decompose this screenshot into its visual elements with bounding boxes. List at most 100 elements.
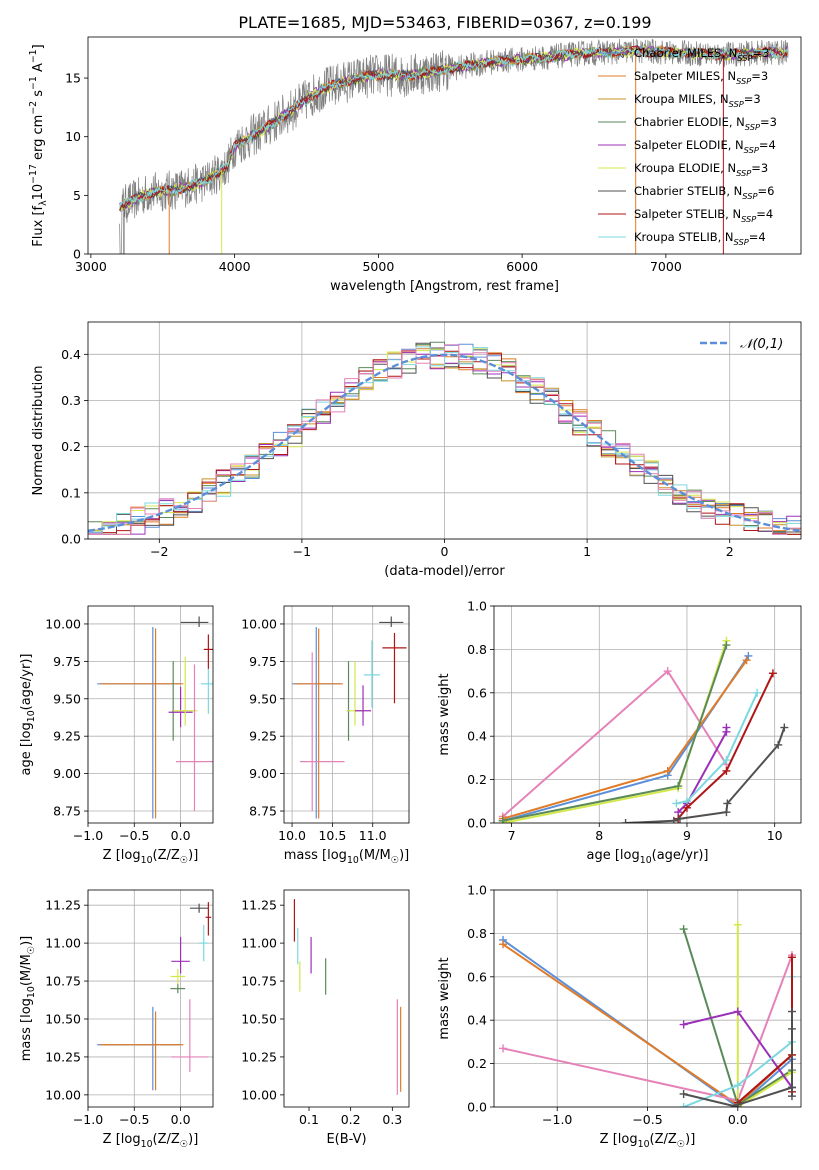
tick-label-x: 4000 <box>219 259 251 274</box>
legend-label: Chabrier STELIB, NSSP=6 <box>634 184 774 201</box>
tick-label-y: 1.0 <box>467 883 487 898</box>
plot-marks <box>498 636 789 823</box>
errorbar-point <box>168 686 193 728</box>
legend-label: Salpeter MILES, NSSP=3 <box>634 69 768 86</box>
weight-marker <box>672 799 681 808</box>
weight-marker <box>682 803 691 812</box>
weight-line <box>677 672 774 820</box>
tick-label-y: 0.2 <box>467 772 487 787</box>
normal-curve <box>88 353 801 533</box>
tick-label-y: 11.25 <box>45 898 81 913</box>
tick-label-y: 9.50 <box>53 691 81 706</box>
tick-label-y: 0 <box>73 247 81 262</box>
panel-weights_z: −1.0 −0.5 0.0 0.0 0.2 0.4 0.6 0.8 1.0 Z [log10(Z/… <box>437 883 802 1150</box>
tick-label-y: 0.8 <box>467 642 487 657</box>
tick-label-x: 0.1 <box>299 1112 319 1127</box>
weight-marker <box>722 641 731 650</box>
errorbar-point <box>171 999 209 1073</box>
plot-area <box>284 890 409 1107</box>
tick-label-y: 0.4 <box>467 729 487 744</box>
errorbar-point <box>300 652 345 812</box>
spectrum-model-line <box>119 44 789 211</box>
tick-label-x: 6000 <box>506 259 538 274</box>
tick-label-y: 8.75 <box>249 804 277 819</box>
tick-label-y: 0.4 <box>61 347 81 362</box>
tick-label-y: 5 <box>73 188 81 203</box>
tick-label-y: 0.3 <box>61 393 81 408</box>
tick-label-x: 2 <box>726 544 734 559</box>
tick-label-x: −1.0 <box>73 828 103 843</box>
errorbar-point <box>100 1011 184 1091</box>
tick-label-y: 10.00 <box>45 1087 81 1102</box>
spectrum-legend: Chabrier MILES, NSSP=3 Salpeter MILES, NS… <box>598 46 777 247</box>
axes-frame <box>87 889 214 1108</box>
histogram-legend: 𝒩(0,1) <box>700 337 783 352</box>
spectrum-model-line <box>119 45 789 209</box>
tick-label-x: 0.0 <box>171 1112 191 1127</box>
panel-residuals: −2 −1 0 1 2 0.0 0.1 0.2 0.3 0.4 (data-model)/error… <box>31 321 802 579</box>
errorbar-point <box>363 640 380 708</box>
panel-z_mass: −1.0 −0.5 0.0 10.00 10.25 10.50 10.75 11.00 11.2… <box>19 889 214 1150</box>
tick-label-x: 0.0 <box>171 828 191 843</box>
legend-label: Kroupa MILES, NSSP=3 <box>634 92 761 109</box>
tick-label-x: 7 <box>508 828 516 843</box>
legend-label: Kroupa STELIB, NSSP=4 <box>634 230 766 247</box>
weight-marker <box>722 723 731 732</box>
weight-marker <box>722 808 731 817</box>
weight-marker <box>733 1081 742 1090</box>
weight-marker <box>733 1100 742 1107</box>
tick-label-x: 8 <box>595 828 603 843</box>
weight-marker <box>669 816 678 823</box>
weight-marker <box>723 799 732 808</box>
errorbar-point <box>180 616 209 627</box>
weight-marker <box>674 782 683 791</box>
errorbar-point <box>189 903 209 913</box>
plot-marks <box>119 38 789 254</box>
axis-label-x: wavelength [Angstrom, rest frame] <box>330 279 559 294</box>
tick-label-x: 0.2 <box>341 1112 361 1127</box>
tick-label-y: 9.25 <box>249 729 277 744</box>
errorbar-point <box>173 656 198 726</box>
weight-marker <box>774 740 783 749</box>
tick-label-y: 1.0 <box>467 599 487 614</box>
weight-marker <box>787 1092 796 1101</box>
tick-label-y: 9.75 <box>249 654 277 669</box>
tick-label-y: 9.75 <box>53 654 81 669</box>
axis-label-y: mass [log10(M/M☉)] <box>19 936 37 1062</box>
plot-marks <box>97 902 212 1091</box>
tick-label-x: −2 <box>150 544 168 559</box>
tick-label-y: 0.0 <box>467 1100 487 1115</box>
plot-marks <box>97 616 213 819</box>
tick-label-y: 11.25 <box>241 898 277 913</box>
weight-marker <box>733 920 742 929</box>
tick-label-x: 0.0 <box>728 1112 748 1127</box>
tick-label-y: 10.75 <box>241 974 277 989</box>
weight-marker <box>780 723 789 732</box>
plot-area <box>88 606 213 823</box>
plot-marks <box>88 341 801 535</box>
tick-label-y: 9.00 <box>53 766 81 781</box>
tick-label-x: −0.5 <box>119 1112 149 1127</box>
panel-mass_age: 10.0 10.5 11.0 8.75 9.00 9.25 9.50 9.75 10.00 mas… <box>241 605 410 866</box>
tick-label-y: 10.00 <box>45 616 81 631</box>
errorbar-point <box>199 924 209 962</box>
weight-marker <box>679 1089 688 1098</box>
tick-label-y: 0.8 <box>467 926 487 941</box>
weight-marker <box>722 756 731 765</box>
tick-label-x: −0.5 <box>119 828 149 843</box>
tick-label-y: 10.25 <box>241 1049 277 1064</box>
tick-label-y: 11.00 <box>45 936 81 951</box>
histogram-step <box>88 346 801 535</box>
weight-marker <box>679 1103 688 1107</box>
plot-area <box>494 606 801 823</box>
panel-weights_age: 7 8 9 10 0.0 0.2 0.4 0.6 0.8 1.0 age [log10(age/yr… <box>437 599 802 866</box>
spectrum-model-line <box>119 45 789 211</box>
legend-label: Kroupa ELODIE, NSSP=3 <box>634 161 768 178</box>
weight-marker <box>499 1044 508 1053</box>
tick-label-y: 10 <box>65 129 81 144</box>
panel-z_age: −1.0 −0.5 0.0 8.75 9.00 9.25 9.50 9.75 10.00 Z [l… <box>19 605 214 866</box>
tick-label-x: 11.0 <box>359 828 387 843</box>
errorbar-point <box>382 632 407 704</box>
plot-marks <box>293 899 402 1095</box>
tick-label-y: 0.4 <box>467 1013 487 1028</box>
